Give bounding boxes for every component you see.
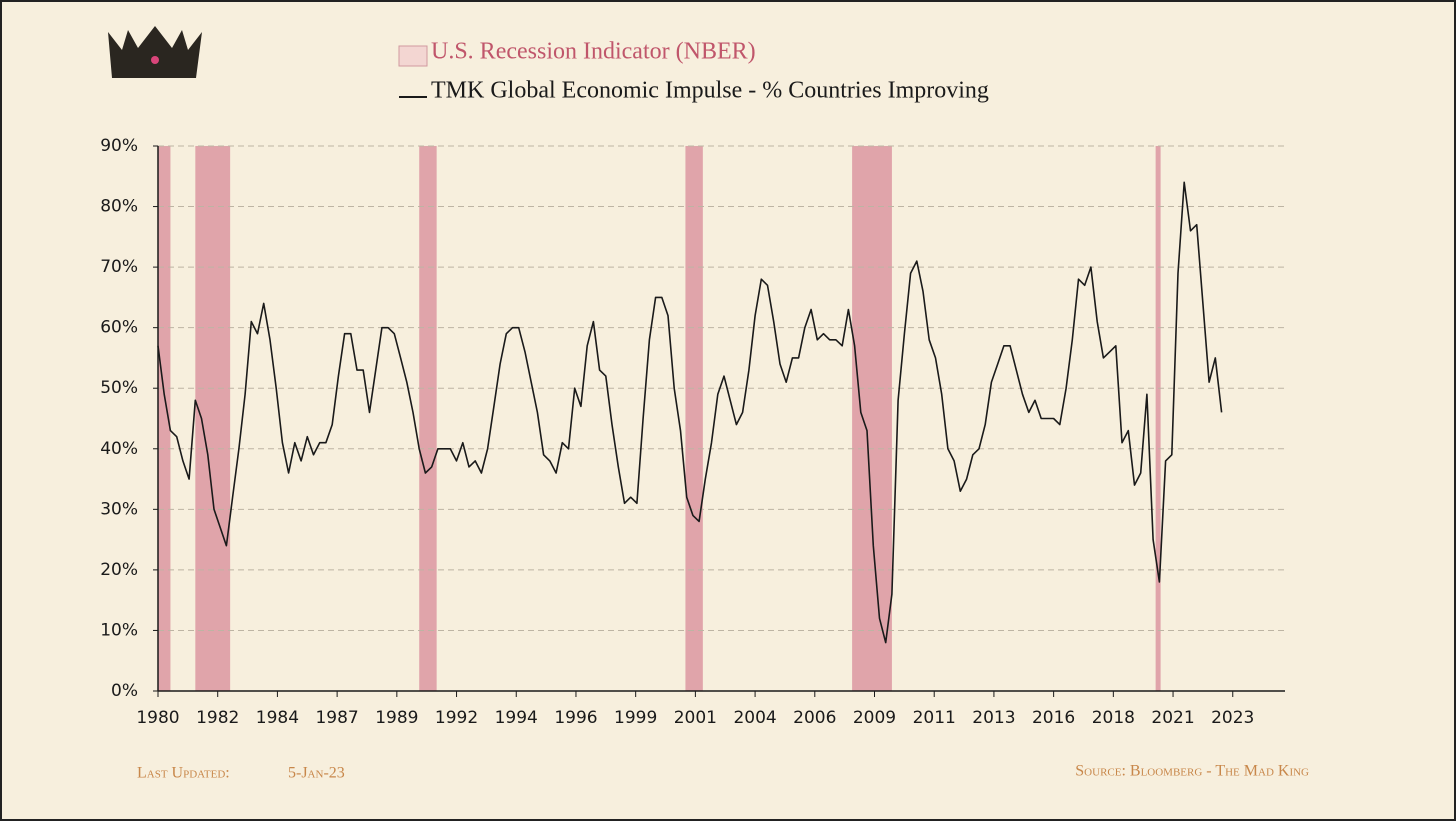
x-tick-label: 2004 bbox=[733, 708, 776, 728]
y-tick-label: 0% bbox=[111, 681, 138, 701]
recession-band bbox=[158, 146, 171, 691]
x-tick-label: 1989 bbox=[375, 708, 418, 728]
footer-source: Source: Bloomberg - The Mad King bbox=[1075, 763, 1309, 780]
recession-band bbox=[419, 146, 437, 691]
x-tick-label: 1980 bbox=[136, 708, 179, 728]
x-tick-label: 2023 bbox=[1211, 708, 1254, 728]
footer-updated-label: Last Updated: bbox=[137, 765, 230, 782]
x-tick-label: 2001 bbox=[674, 708, 717, 728]
x-tick-label: 1987 bbox=[315, 708, 358, 728]
recession-band bbox=[685, 146, 703, 691]
y-tick-label: 50% bbox=[100, 378, 138, 398]
legend-label: U.S. Recession Indicator (NBER) bbox=[431, 39, 756, 65]
y-tick-label: 90% bbox=[100, 136, 138, 156]
footer-updated-date: 5-Jan-23 bbox=[288, 765, 345, 782]
x-tick-label: 2021 bbox=[1151, 708, 1194, 728]
y-tick-label: 20% bbox=[100, 560, 138, 580]
x-tick-label: 1999 bbox=[614, 708, 657, 728]
y-tick-label: 80% bbox=[100, 197, 138, 217]
x-tick-label: 1984 bbox=[256, 708, 299, 728]
legend-swatch-recession bbox=[398, 45, 428, 67]
x-tick-label: 1982 bbox=[196, 708, 239, 728]
recession-band bbox=[852, 146, 892, 691]
x-tick-label: 2006 bbox=[793, 708, 836, 728]
legend-label: TMK Global Economic Impulse - % Countrie… bbox=[431, 78, 989, 104]
x-tick-label: 2009 bbox=[853, 708, 896, 728]
x-tick-label: 2018 bbox=[1092, 708, 1135, 728]
x-tick-label: 2011 bbox=[913, 708, 956, 728]
recession-band bbox=[195, 146, 231, 691]
y-tick-label: 30% bbox=[100, 499, 138, 519]
x-tick-label: 1992 bbox=[435, 708, 478, 728]
y-tick-label: 70% bbox=[100, 257, 138, 277]
y-tick-label: 10% bbox=[100, 620, 138, 640]
recession-band bbox=[1155, 146, 1161, 691]
plot-area bbox=[157, 145, 1285, 691]
x-tick-label: 1994 bbox=[495, 708, 538, 728]
x-tick-label: 2016 bbox=[1032, 708, 1075, 728]
x-tick-label: 2013 bbox=[972, 708, 1015, 728]
y-tick-label: 40% bbox=[100, 439, 138, 459]
y-tick-label: 60% bbox=[100, 318, 138, 338]
crown-logo bbox=[108, 26, 202, 78]
x-tick-label: 1996 bbox=[554, 708, 597, 728]
series-line bbox=[157, 181, 1223, 644]
